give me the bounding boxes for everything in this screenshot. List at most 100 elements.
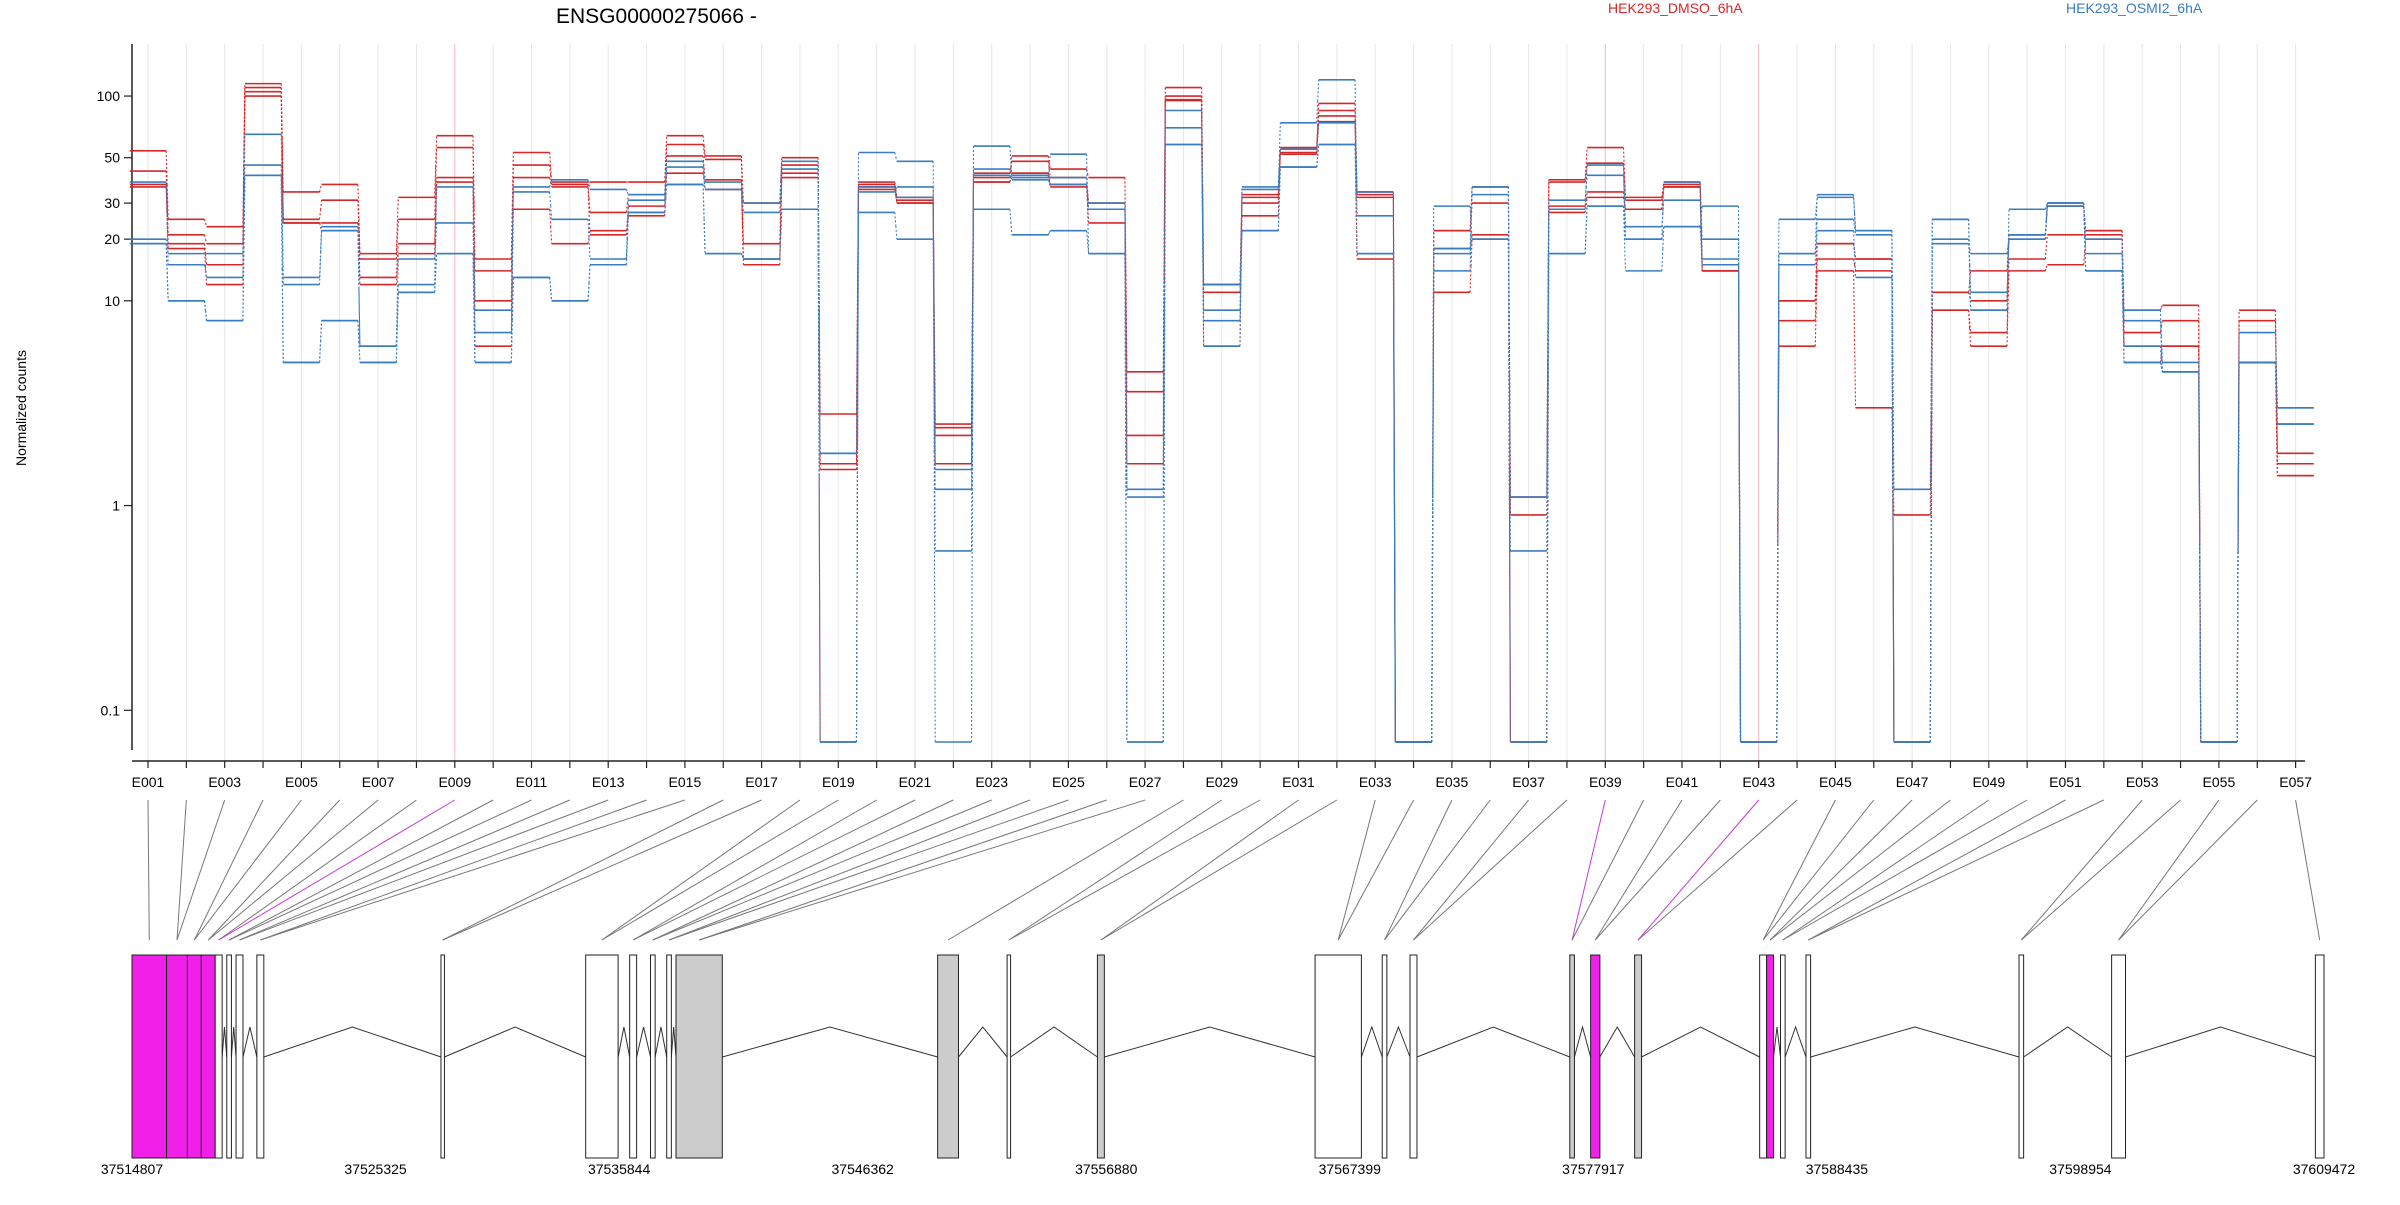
- data-connector: [741, 192, 744, 204]
- exon-connector-e055: [2118, 799, 2220, 941]
- data-connector: [1277, 168, 1280, 187]
- data-connector: [1047, 165, 1050, 178]
- intron-line: [1416, 1026, 1570, 1058]
- data-connector: [741, 200, 744, 213]
- data-connector: [2160, 305, 2163, 308]
- exon-block-9: [440, 954, 445, 1159]
- x-tick-label-e027: E027: [1129, 774, 1162, 790]
- data-connector: [1853, 197, 1856, 215]
- x-tick-label-e057: E057: [2279, 774, 2312, 790]
- data-connector: [1853, 243, 1856, 252]
- data-connector: [856, 152, 860, 448]
- data-connector: [1814, 308, 1817, 347]
- data-connector: [1584, 229, 1587, 254]
- x-tick-label-e049: E049: [1972, 774, 2005, 790]
- data-connector: [1700, 245, 1703, 265]
- exon-block-24: [1759, 954, 1768, 1159]
- data-connector: [703, 145, 706, 156]
- exon-connector-e053: [2020, 799, 2143, 941]
- data-connector: [626, 194, 629, 204]
- data-connector: [204, 239, 208, 244]
- data-connector: [664, 183, 667, 201]
- legend-label-osmi: HEK293_OSMI2_6hA: [2066, 0, 2203, 16]
- data-connector: [1853, 194, 1856, 213]
- data-connector: [550, 289, 553, 301]
- data-connector: [434, 240, 437, 260]
- intron-line: [722, 1026, 938, 1058]
- x-tick-label-e009: E009: [438, 774, 471, 790]
- data-connector: [665, 173, 668, 195]
- data-connector: [1047, 173, 1050, 181]
- exon-connector-e010: [228, 799, 494, 941]
- y-tick-label: 0.1: [101, 702, 121, 718]
- data-connector: [894, 212, 897, 226]
- intron-line: [230, 1026, 237, 1058]
- data-connector: [665, 135, 668, 159]
- data-connector: [703, 219, 706, 254]
- data-connector: [358, 288, 361, 347]
- data-connector: [1087, 193, 1090, 210]
- exon-connector-e047: [1769, 799, 1913, 941]
- data-connector: [2044, 246, 2047, 260]
- data-connector: [703, 171, 706, 183]
- y-tick-label: 30: [104, 195, 120, 211]
- exon-block-26: [1779, 954, 1786, 1159]
- exon-connector-e012: [239, 799, 571, 941]
- data-connector: [511, 277, 514, 320]
- data-connector: [2083, 251, 2086, 265]
- exon-connector-e035: [1384, 799, 1453, 941]
- x-tick-label-e047: E047: [1896, 774, 1929, 790]
- exon-connector-e037: [1413, 799, 1529, 941]
- x-tick-label-e017: E017: [745, 774, 778, 790]
- exon-connector-e018: [601, 799, 801, 941]
- data-connector: [588, 239, 591, 260]
- data-connector: [395, 327, 398, 363]
- data-connector: [895, 225, 898, 240]
- data-connector: [818, 457, 821, 743]
- data-connector: [2045, 203, 2048, 222]
- exon-connector-e019: [601, 799, 839, 941]
- data-connector: [1814, 289, 1817, 321]
- data-connector: [203, 264, 207, 272]
- data-connector: [549, 165, 552, 175]
- data-connector: [1584, 172, 1587, 183]
- exon-connector-e020: [632, 799, 877, 941]
- data-connector: [203, 248, 207, 267]
- data-connector: [625, 203, 628, 213]
- exon-connector-e028: [947, 799, 1184, 941]
- data-connector: [1355, 147, 1358, 216]
- exon-connectors: [147, 799, 2321, 941]
- data-connector: [549, 277, 552, 290]
- data-connector: [1163, 144, 1166, 444]
- data-connector: [472, 222, 475, 278]
- data-connector: [281, 221, 284, 278]
- data-connector: [1699, 216, 1702, 227]
- data-connector: [1585, 197, 1588, 205]
- data-connector: [2159, 320, 2162, 347]
- data-connector: [1585, 206, 1588, 230]
- exon-connector-e008: [218, 799, 417, 941]
- data-connector: [1469, 206, 1472, 223]
- data-connector: [971, 146, 975, 445]
- exon-block-18: [1314, 954, 1362, 1159]
- data-connector: [894, 184, 897, 193]
- x-tick-label-e041: E041: [1666, 774, 1699, 790]
- y-tick-label: 100: [97, 88, 121, 104]
- data-connector: [933, 451, 936, 743]
- data-connector: [550, 226, 553, 244]
- data-connector: [166, 223, 169, 265]
- intron-line: [1810, 1026, 2020, 1058]
- exon-connector-e038: [1413, 799, 1568, 941]
- exon-connector-e024: [668, 799, 1031, 941]
- exon-connector-e051: [1808, 799, 2066, 941]
- data-connector: [1814, 272, 1817, 301]
- data-connector: [588, 198, 591, 213]
- exon-block-12: [650, 954, 656, 1159]
- data-connector: [396, 292, 399, 328]
- data-connector: [2006, 259, 2009, 311]
- data-connector: [1354, 144, 1357, 200]
- exon-block-29: [2111, 954, 2127, 1159]
- data-connector: [1930, 219, 1933, 481]
- data-connector: [1622, 175, 1626, 202]
